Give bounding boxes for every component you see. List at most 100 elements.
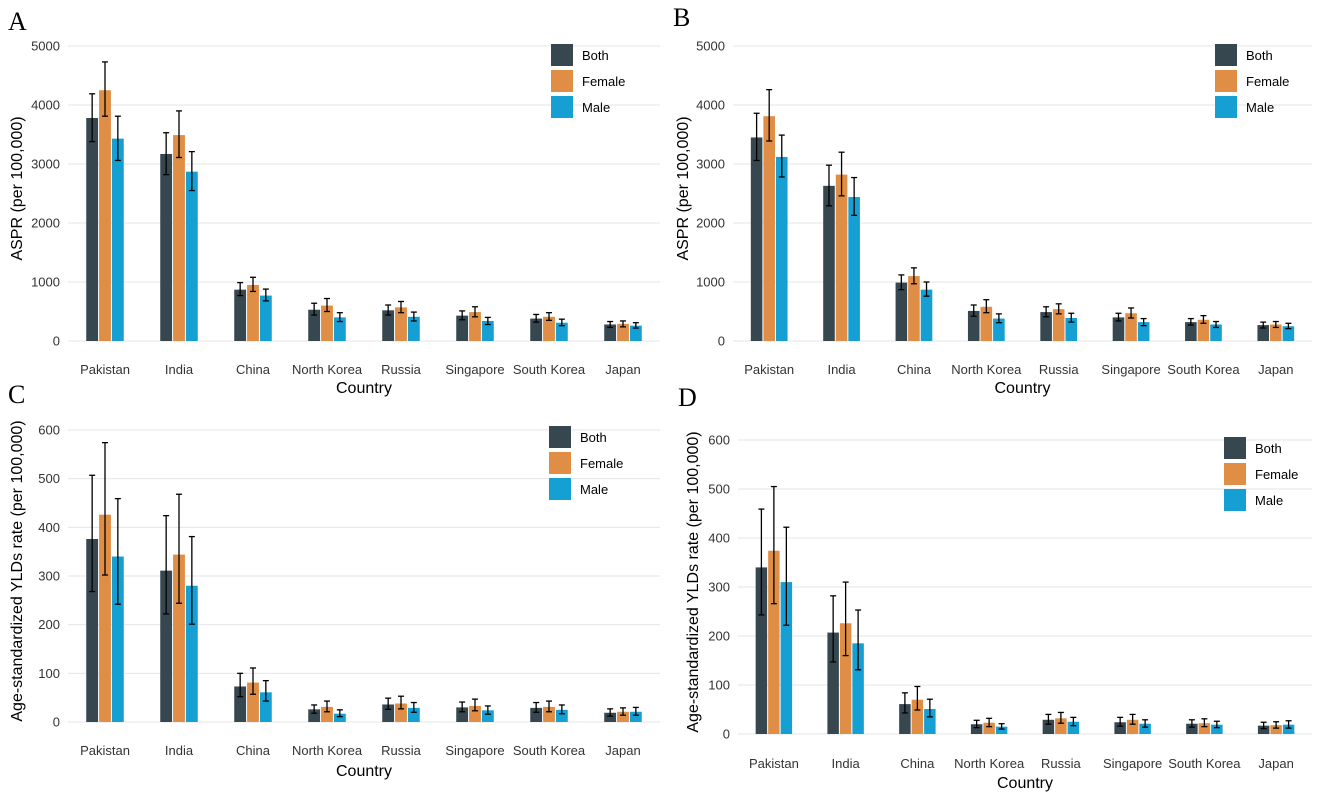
panel-a-x-tick-label: China: [236, 362, 271, 377]
panel-c-x-tick-label: Pakistan: [80, 743, 130, 758]
panel-d-x-tick-label: Russia: [1041, 756, 1082, 771]
panel-d-bar-female: [1055, 718, 1067, 734]
panel-d-bar-female: [911, 699, 924, 734]
panel-c-bar-female: [99, 514, 111, 722]
panel-a-y-tick-label: 4000: [31, 98, 60, 113]
panel-d-y-tick-label: 300: [708, 580, 730, 595]
panel-a-bar-both: [234, 289, 247, 341]
panel-a-bar-male: [629, 325, 642, 341]
panel-d-x-tick-label: Japan: [1258, 756, 1293, 771]
panel-d-y-tick-label: 0: [723, 727, 730, 742]
panel-d-bar-both: [899, 704, 911, 734]
panel-b-bar-female: [1197, 319, 1210, 341]
panel-d-bar-male: [1067, 721, 1080, 734]
panel-d-bar-male: [780, 582, 793, 734]
panel-a-bar-female: [99, 90, 111, 341]
panel-d-x-tick-label: India: [832, 756, 861, 771]
panel-a-y-tick-label: 3000: [31, 157, 60, 172]
panel-d-x-tick-label: North Korea: [954, 756, 1025, 771]
panel-b-bar-both: [967, 310, 980, 341]
panel-a-bar-both: [86, 117, 99, 341]
panel-b-bar-female: [908, 276, 920, 341]
panel-b-legend-key-both: [1215, 44, 1237, 66]
panel-b-legend-label-both: Both: [1246, 48, 1273, 63]
panel-c-bar-male: [333, 713, 346, 722]
panel-c-bar-both: [530, 707, 543, 722]
panel-a-legend-key-male: [551, 96, 573, 118]
panel-c-bar-male: [185, 585, 198, 722]
panel-b-bar-both: [1257, 325, 1270, 341]
panel-b-x-tick-label: Singapore: [1101, 362, 1160, 377]
panel-c-legend-label-both: Both: [580, 430, 607, 445]
panel-d-bar-both: [827, 632, 839, 734]
panel-letter-d: D: [678, 383, 697, 412]
panel-c-y-axis-title: Age-standardized YLDs rate (per 100,000): [9, 420, 26, 721]
panel-a-legend-key-both: [551, 44, 573, 66]
panel-a-y-tick-label: 0: [53, 334, 60, 349]
panel-d-bar-male: [1211, 724, 1223, 734]
panel-d-bar-male: [852, 643, 864, 734]
panel-a-legend-label-both: Both: [582, 48, 609, 63]
panel-b-bar-male: [1282, 326, 1295, 341]
panel-b-legend-label-male: Male: [1246, 100, 1274, 115]
panel-b-y-tick-label: 3000: [696, 157, 725, 172]
panel-d-bar-both: [755, 567, 768, 734]
panel-b-bar-female: [980, 306, 993, 341]
panel-a-bar-female: [395, 307, 407, 341]
panel-d-x-axis-title: Country: [997, 775, 1053, 792]
panel-a-bar-male: [555, 322, 568, 341]
panel-d-bar-both: [970, 724, 983, 734]
panel-a-x-tick-label: Pakistan: [80, 362, 130, 377]
panel-c-bar-female: [247, 682, 259, 722]
panel-d-legend-key-female: [1224, 463, 1246, 485]
panel-a-bar-male: [407, 316, 420, 341]
panel-a-y-tick-label: 1000: [31, 275, 60, 290]
panel-b-y-axis-title: ASPR (per 100,000): [675, 116, 692, 260]
panel-d-y-tick-label: 200: [708, 629, 730, 644]
panel-d-y-tick-label: 400: [708, 531, 730, 546]
panel-d-bar-female: [983, 722, 995, 734]
panel-d-bar-male: [1282, 724, 1295, 734]
panel-a-x-tick-label: Singapore: [445, 362, 504, 377]
panel-b-bar-both: [1185, 322, 1197, 341]
panel-b-legend-label-female: Female: [1246, 74, 1289, 89]
panel-b-bar-female: [763, 116, 775, 342]
panel-c-bar-both: [456, 707, 469, 722]
panel-b-bar-female: [1270, 324, 1282, 341]
panel-a-bar-male: [333, 317, 346, 341]
panel-c-bar-both: [234, 686, 247, 722]
panel-c-legend-label-male: Male: [580, 482, 608, 497]
panel-b-y-tick-label: 1000: [696, 275, 725, 290]
panel-letter-b: B: [673, 3, 690, 32]
panel-c-bar-both: [382, 704, 395, 722]
panel-c-y-tick-label: 0: [53, 715, 60, 730]
panel-c-bar-male: [407, 707, 420, 722]
panel-c-legend-key-male: [549, 478, 571, 500]
panel-a-bar-female: [321, 305, 333, 341]
panel-a-bar-both: [530, 318, 543, 341]
panel-c-bar-female: [321, 706, 333, 722]
panel-b-y-tick-label: 2000: [696, 216, 725, 231]
panel-c-x-tick-label: China: [236, 743, 271, 758]
panel-d-legend-key-male: [1224, 489, 1246, 511]
panel-c-x-tick-label: South Korea: [513, 743, 586, 758]
panel-a-bar-both: [308, 309, 321, 341]
panel-c-bar-male: [111, 556, 124, 722]
panel-a-x-tick-label: India: [165, 362, 194, 377]
panel-d-y-axis-title: Age-standardized YLDs rate (per 100,000): [685, 431, 702, 732]
panel-b-x-tick-label: Russia: [1039, 362, 1080, 377]
panel-c-x-tick-label: Japan: [605, 743, 640, 758]
panel-c-bar-male: [555, 709, 568, 722]
panel-a-y-axis-title: ASPR (per 100,000): [9, 116, 26, 260]
panel-d-x-tick-label: Pakistan: [749, 756, 799, 771]
panel-a-x-tick-label: Japan: [605, 362, 640, 377]
panel-b-bar-both: [823, 185, 835, 341]
panel-c-bar-male: [629, 711, 642, 722]
panel-a-bar-female: [543, 316, 555, 341]
panel-a-bar-male: [185, 171, 198, 341]
panel-b-x-tick-label: Japan: [1258, 362, 1293, 377]
panel-a-bar-female: [173, 135, 185, 341]
panel-d-legend-label-male: Male: [1255, 493, 1283, 508]
panel-a-bar-male: [259, 295, 272, 341]
